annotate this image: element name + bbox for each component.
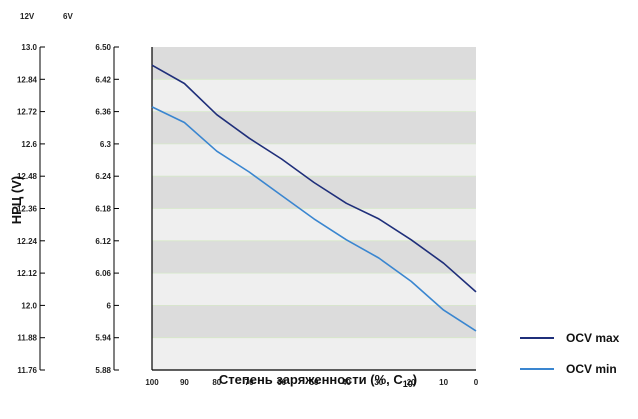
plot-band (152, 111, 476, 144)
x-tick-label: 10 (439, 378, 448, 387)
plot-band (152, 240, 476, 274)
x-tick-label: 60 (277, 378, 286, 387)
axis-header-12v: 12V (20, 12, 35, 21)
y-tick-label-12v: 12.6 (21, 140, 37, 149)
y-tick-label-12v: 12.72 (17, 108, 38, 117)
y-tick-label-12v: 12.24 (17, 237, 38, 246)
plot-axes (39, 46, 476, 371)
plot-band (152, 208, 476, 241)
x-tick-label: 90 (180, 378, 189, 387)
x-axis-title: Степень заряженности (%, C10) (219, 372, 417, 389)
axis-header-6v: 6V (63, 12, 73, 21)
y-axis-title: НРЦ (V) (9, 176, 24, 225)
plot-band (152, 337, 476, 370)
y-tick-label-6v: 6.36 (95, 108, 111, 117)
plot-band (152, 47, 476, 80)
x-tick-label: 20 (407, 378, 416, 387)
plot-band (152, 273, 476, 306)
y-tick-label-12v: 12.0 (21, 301, 37, 310)
y-tick-label-6v: 5.94 (95, 334, 111, 343)
legend: OCV max OCV min (520, 331, 620, 376)
y-tick-label-12v: 12.84 (17, 75, 38, 84)
y-tick-label-12v: 12.12 (17, 269, 38, 278)
series-layer (151, 64, 477, 332)
y-tick-label-6v: 6.42 (95, 75, 111, 84)
series-line-ocv-min (151, 106, 477, 332)
y-tick-label-6v: 6.06 (95, 269, 111, 278)
plot-band (152, 305, 476, 338)
x-tick-label: 0 (474, 378, 479, 387)
plot-gridlines (152, 78, 476, 339)
x-axis-title-subscript: 10 (403, 379, 413, 389)
plot-band (152, 176, 476, 209)
y-tick-label-12v: 12.48 (17, 172, 38, 181)
y-tick-label-6v: 6.50 (95, 43, 111, 52)
x-axis-title-main: Степень заряженности (%, C (219, 372, 403, 387)
y-tick-label-6v: 6.24 (95, 172, 111, 181)
x-tick-label: 30 (374, 378, 383, 387)
legend-label-ocv-max: OCV max (566, 331, 620, 345)
legend-label-ocv-min: OCV min (566, 362, 617, 376)
y-tick-label-6v: 6.18 (95, 205, 111, 214)
x-tick-label: 40 (342, 378, 351, 387)
y-tick-label-12v: 12.36 (17, 205, 38, 214)
x-tick-label: 80 (212, 378, 221, 387)
y-tick-label-6v: 6.3 (100, 140, 112, 149)
y-tick-label-12v: 11.88 (17, 334, 37, 343)
y-tick-label-12v: 13.0 (21, 43, 37, 52)
plot-bands (152, 47, 476, 370)
y-tick-label-6v: 6.12 (95, 237, 111, 246)
y-tick-label-6v: 5.88 (95, 366, 111, 375)
x-tick-label: 50 (310, 378, 319, 387)
x-tick-label: 70 (245, 378, 254, 387)
plot-band (152, 143, 476, 177)
x-tick-label: 100 (145, 378, 159, 387)
series-line-ocv-max (151, 64, 477, 293)
plot-band (152, 79, 476, 112)
y-tick-label-12v: 11.76 (17, 366, 37, 375)
x-axis-title-close: ) (413, 372, 417, 387)
tick-labels: 13.0 6.50 12.84 6.42 12.72 6.36 12.6 6.3 12.48 6.… (17, 43, 479, 387)
y-tick-label-6v: 6 (107, 301, 112, 310)
